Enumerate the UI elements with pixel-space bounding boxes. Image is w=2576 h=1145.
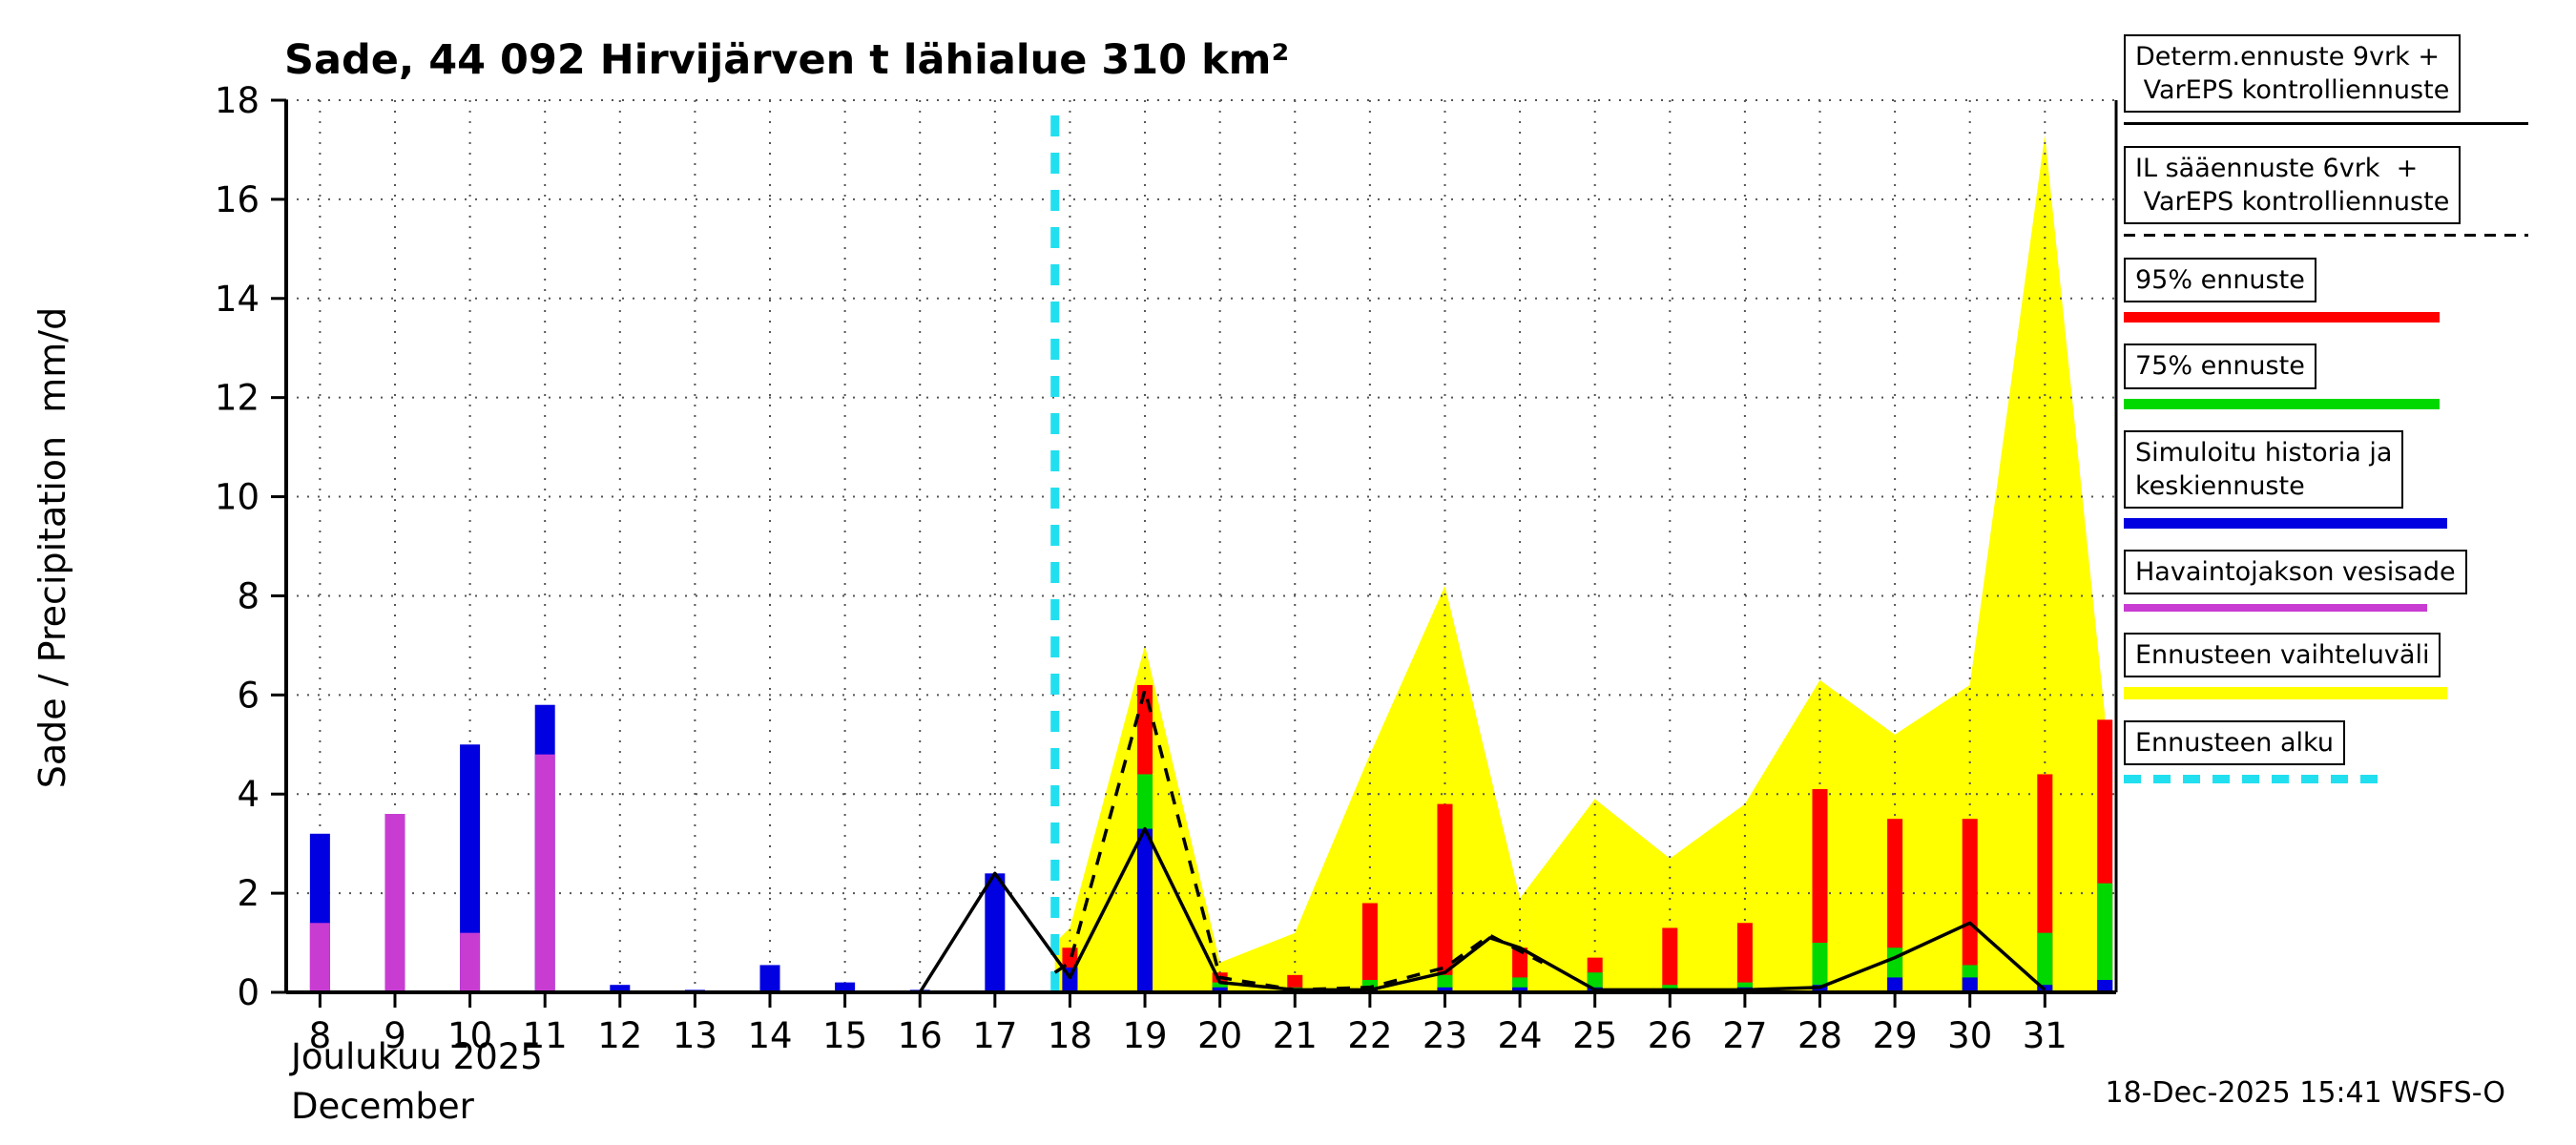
- p95-bar-day-26: [1662, 927, 1678, 992]
- x-tick-8: 8: [309, 1015, 332, 1056]
- y-tick-16: 16: [215, 179, 260, 220]
- p75-bar-day-28: [1812, 943, 1828, 992]
- x-axis-month-label-en: December: [291, 1086, 474, 1127]
- x-tick-26: 26: [1648, 1015, 1693, 1056]
- x-tick-20: 20: [1197, 1015, 1242, 1056]
- obs-bar-day-8: [309, 923, 330, 992]
- legend-entry-ennusteen-alku: Ennusteen alku: [2124, 719, 2528, 784]
- legend-sample-95-ennuste: [2124, 312, 2440, 323]
- mean-bar-day-19: [1137, 828, 1153, 992]
- obs-bar-day-9: [384, 814, 405, 992]
- y-tick-4: 4: [237, 774, 260, 815]
- grid: [286, 99, 2116, 992]
- legend-sample-simuloitu-historia: [2124, 517, 2448, 529]
- legend-sample-ennusteen-vaihteluvali: [2124, 686, 2448, 699]
- legend-entry-simuloitu-historia: Simuloitu historia ja keskiennuste: [2124, 429, 2528, 529]
- x-tick-21: 21: [1273, 1015, 1318, 1056]
- p95-bar-day-27: [1736, 923, 1753, 992]
- y-tick-14: 14: [215, 279, 260, 320]
- legend-entry-il-saaennuste: IL sääennuste 6vrk + VarEPS kontrollienn…: [2124, 146, 2528, 238]
- p95-bar-day-30: [1962, 819, 1978, 992]
- legend-sample-il-saaennuste: [2124, 234, 2528, 238]
- sim-bar-day-10: [460, 744, 481, 992]
- obs-bar-day-11: [534, 754, 555, 992]
- x-tick-23: 23: [1423, 1015, 1467, 1056]
- legend-label-il-saaennuste: IL sääennuste 6vrk + VarEPS kontrollienn…: [2124, 146, 2462, 225]
- legend-entry-havaintojakson-vesisade: Havaintojakson vesisade: [2124, 549, 2528, 612]
- legend-sample-ennusteen-alku: [2124, 775, 2383, 784]
- mean-bar-day-29: [1887, 977, 1903, 992]
- x-tick-19: 19: [1122, 1015, 1167, 1056]
- x-tick-11: 11: [523, 1015, 568, 1056]
- sim-bar-day-17: [985, 873, 1006, 992]
- p75-bar-day-31.8: [2097, 883, 2113, 992]
- y-tick-labels: 0 2 4 6 8 10 12 14 16 18: [215, 80, 286, 1013]
- x-tick-14: 14: [747, 1015, 792, 1056]
- y-tick-2: 2: [237, 873, 260, 914]
- sim-bar-day-14: [759, 965, 780, 992]
- timestamp-label: 18-Dec-2025 15:41 WSFS-O: [2105, 1076, 2505, 1110]
- x-tick-17: 17: [972, 1015, 1017, 1056]
- x-tick-29: 29: [1873, 1015, 1918, 1056]
- x-tick-12: 12: [597, 1015, 642, 1056]
- y-tick-18: 18: [215, 80, 260, 121]
- legend-entry-75-ennuste: 75% ennuste: [2124, 344, 2528, 409]
- legend-label-ennusteen-alku: Ennusteen alku: [2124, 719, 2345, 766]
- y-tick-12: 12: [215, 378, 260, 419]
- p95-bar-day-28: [1812, 789, 1828, 992]
- x-tick-16: 16: [898, 1015, 943, 1056]
- mean-bar-day-24: [1512, 987, 1528, 992]
- x-tick-24: 24: [1498, 1015, 1543, 1056]
- legend-entry-ennusteen-vaihteluvali: Ennusteen vaihteluväli: [2124, 632, 2528, 699]
- mean-bar-day-23: [1437, 987, 1453, 992]
- x-tick-10: 10: [447, 1015, 492, 1056]
- legend-label-simuloitu-historia: Simuloitu historia ja keskiennuste: [2124, 429, 2404, 509]
- axes: [284, 100, 2118, 994]
- obs-bar-day-10: [460, 932, 481, 992]
- x-tick-labels: 8 9 10 11 12 13 14 15 16 17 18 19 20 21 22 23 24 25 26 27 28…: [309, 992, 2067, 1056]
- y-tick-0: 0: [237, 972, 260, 1013]
- x-tick-31: 31: [2023, 1015, 2067, 1056]
- legend-sample-determ-ennuste: [2124, 122, 2528, 126]
- chart-title: Sade, 44 092 Hirvijärven t lähialue 310 …: [284, 36, 1290, 84]
- p95-bar-day-23: [1437, 803, 1453, 992]
- x-axis-month-label-fi: Joulukuu 2025: [291, 1036, 543, 1077]
- sim-bar-day-12: [610, 985, 631, 992]
- x-tick-9: 9: [384, 1015, 406, 1056]
- legend-label-75-ennuste: 75% ennuste: [2124, 344, 2316, 389]
- x-tick-22: 22: [1347, 1015, 1392, 1056]
- sim-bar-day-15: [835, 982, 856, 992]
- legend-sample-75-ennuste: [2124, 398, 2440, 409]
- x-tick-30: 30: [1947, 1015, 1992, 1056]
- p95-bar-day-22: [1361, 903, 1378, 992]
- legend-entry-95-ennuste: 95% ennuste: [2124, 258, 2528, 323]
- x-tick-25: 25: [1572, 1015, 1617, 1056]
- x-tick-28: 28: [1797, 1015, 1842, 1056]
- y-tick-8: 8: [237, 575, 260, 616]
- legend-entry-determ-ennuste: Determ.ennuste 9vrk + VarEPS kontrollien…: [2124, 34, 2528, 126]
- p75-bar-day-31: [2037, 932, 2053, 992]
- mean-bar-day-31.8: [2097, 980, 2113, 992]
- legend: Determ.ennuste 9vrk + VarEPS kontrollien…: [2124, 34, 2528, 804]
- legend-label-determ-ennuste: Determ.ennuste 9vrk + VarEPS kontrollien…: [2124, 34, 2462, 114]
- legend-label-havaintojakson-vesisade: Havaintojakson vesisade: [2124, 549, 2467, 594]
- x-tick-27: 27: [1722, 1015, 1767, 1056]
- mean-bar-day-20: [1212, 987, 1228, 992]
- y-tick-6: 6: [237, 675, 260, 716]
- y-tick-10: 10: [215, 477, 260, 518]
- mean-bar-day-30: [1962, 977, 1978, 992]
- x-tick-18: 18: [1048, 1015, 1092, 1056]
- observed-precipitation-bars: [309, 704, 1006, 992]
- x-tick-15: 15: [822, 1015, 867, 1056]
- x-tick-13: 13: [673, 1015, 717, 1056]
- forecast-range-band: [1054, 135, 2106, 992]
- legend-label-ennusteen-vaihteluvali: Ennusteen vaihteluväli: [2124, 632, 2441, 677]
- legend-sample-havaintojakson-vesisade: [2124, 603, 2427, 612]
- deterministic-forecast-line: [918, 826, 2046, 993]
- legend-label-95-ennuste: 95% ennuste: [2124, 258, 2316, 303]
